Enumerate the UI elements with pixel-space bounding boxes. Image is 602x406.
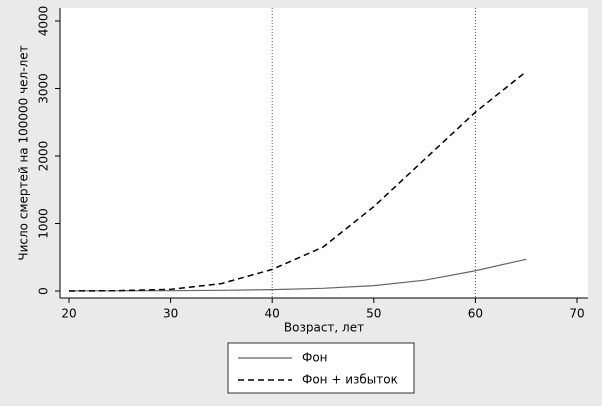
y-tick-label: 2000: [37, 141, 51, 172]
x-tick-label: 70: [569, 307, 584, 321]
x-tick-label: 30: [163, 307, 178, 321]
y-tick-label: 0: [37, 287, 51, 295]
x-tick-label: 60: [468, 307, 483, 321]
x-tick-label: 40: [265, 307, 280, 321]
legend-label: Фон + избыток: [302, 373, 398, 387]
x-tick-label: 50: [366, 307, 381, 321]
x-tick-label: 20: [61, 307, 76, 321]
y-tick-label: 1000: [37, 208, 51, 239]
y-tick-label: 3000: [37, 73, 51, 104]
legend: [227, 342, 415, 394]
series-line: [68, 71, 527, 292]
y-tick-label: 4000: [37, 6, 51, 37]
legend-label: Фон: [302, 351, 328, 365]
plot-area: [60, 8, 588, 298]
series-line: [68, 258, 527, 292]
y-axis-title: Число смертей на 100000 чел-лет: [17, 45, 31, 260]
x-axis-title: Возраст, лет: [284, 321, 364, 335]
